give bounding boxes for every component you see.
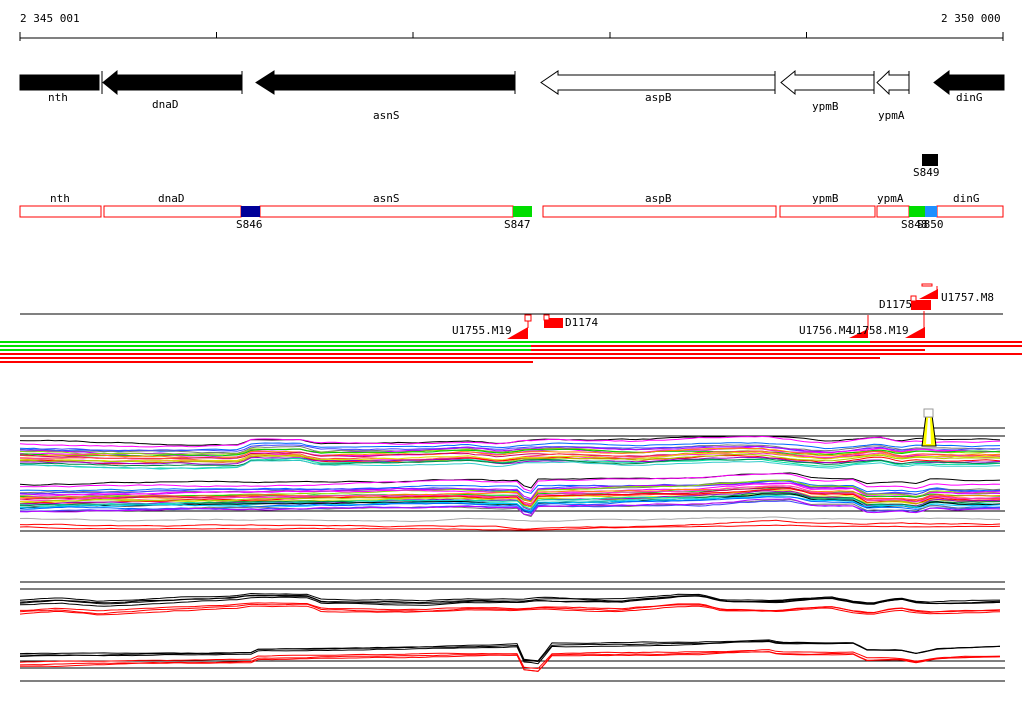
marker-label-U1758.M19: U1758.M19	[849, 324, 909, 337]
site-box-S846[interactable]	[241, 206, 260, 217]
aggregate-trace	[19, 595, 1001, 607]
marker-label-D1174: D1174	[565, 316, 599, 329]
marker-square	[543, 314, 550, 321]
gene-arrow-dinG[interactable]	[933, 69, 1005, 96]
segment-box-nth[interactable]	[19, 205, 102, 218]
segment-box-dnaD[interactable]	[103, 205, 242, 218]
expression-trace	[19, 493, 1001, 510]
aggregate-trace	[19, 603, 1001, 616]
ruler-start-label: 2 345 001	[20, 12, 80, 25]
segment-box-dinG[interactable]	[936, 205, 1004, 218]
marker-square	[524, 314, 532, 322]
expression-trace-single	[19, 524, 1001, 531]
expression-trace-single	[19, 519, 1001, 530]
marker-label-D1175: D1175	[879, 298, 913, 311]
site-label-S847: S847	[504, 218, 531, 231]
marker-flag-U1756.M4[interactable]	[849, 329, 868, 338]
expression-trace-single	[19, 516, 1001, 523]
expression-trace	[19, 458, 1001, 467]
spike-tower-inner	[926, 418, 931, 444]
segment-label-ypmB: ypmB	[812, 192, 839, 205]
expression-trace	[19, 492, 1001, 512]
marker-flag-D1175[interactable]	[911, 300, 931, 310]
gene-arrow-nth[interactable]	[19, 74, 100, 91]
gene-label-nth: nth	[48, 91, 68, 104]
ruler-end-label: 2 350 000	[941, 12, 1001, 25]
expression-trace	[19, 442, 1001, 452]
aggregate-trace	[19, 640, 1001, 663]
expression-trace	[19, 456, 1001, 465]
marker-label-U1756.M4: U1756.M4	[799, 324, 852, 337]
expression-trace	[19, 498, 1001, 516]
segment-box-asnS[interactable]	[259, 205, 514, 218]
gene-label-ypmB: ypmB	[812, 100, 839, 113]
marker-flag-U1755.M19[interactable]	[507, 327, 528, 339]
expression-trace	[19, 459, 1001, 470]
marker-label-U1755.M19: U1755.M19	[452, 324, 512, 337]
gene-label-asnS: asnS	[373, 109, 400, 122]
site-box-S847[interactable]	[513, 206, 532, 217]
marker-flag-D1174[interactable]	[544, 318, 563, 328]
gene-label-aspB: aspB	[645, 91, 672, 104]
marker-square	[921, 283, 933, 287]
marker-flag-U1758.M19[interactable]	[905, 327, 925, 338]
expression-trace	[19, 472, 1001, 489]
expression-trace	[19, 489, 1001, 508]
site-box-S849[interactable]	[922, 154, 938, 166]
marker-square	[910, 295, 917, 302]
expression-trace	[19, 485, 1001, 503]
segment-box-ypmA[interactable]	[876, 205, 910, 218]
expression-trace	[19, 453, 1001, 464]
segment-label-nth: nth	[50, 192, 70, 205]
site-label-S848: S848	[901, 218, 928, 231]
aggregate-trace	[19, 603, 1001, 615]
site-label-S846: S846	[236, 218, 263, 231]
aggregate-trace	[19, 649, 1001, 670]
site-box-S848[interactable]	[909, 206, 925, 217]
gene-arrow-asnS[interactable]	[255, 70, 516, 95]
gene-label-ypmA: ypmA	[878, 109, 905, 122]
gene-label-dnaD: dnaD	[152, 98, 179, 111]
gene-arrow-dnaD[interactable]	[102, 69, 243, 96]
expression-trace	[20, 473, 1001, 492]
gene-arrow-ypmA[interactable]	[876, 69, 910, 96]
site-box-S850[interactable]	[925, 206, 937, 217]
expression-trace	[19, 435, 1001, 448]
segment-label-aspB: aspB	[645, 192, 672, 205]
gene-arrow-ypmB[interactable]	[780, 69, 875, 96]
segment-box-ypmB[interactable]	[779, 205, 876, 218]
segment-label-dinG: dinG	[953, 192, 980, 205]
site-label-S849: S849	[913, 166, 940, 179]
site-label-S850: S850	[917, 218, 944, 231]
segment-box-aspB[interactable]	[542, 205, 777, 218]
segment-label-asnS: asnS	[373, 192, 400, 205]
segment-label-ypmA: ypmA	[877, 192, 904, 205]
expression-trace	[19, 444, 1001, 454]
spike-cap	[923, 408, 934, 418]
marker-label-U1757.M8: U1757.M8	[941, 291, 994, 304]
gene-label-dinG: dinG	[956, 91, 983, 104]
expression-trace	[19, 451, 1001, 462]
expression-trace	[19, 447, 1001, 459]
segment-label-dnaD: dnaD	[158, 192, 185, 205]
aggregate-trace	[20, 651, 1001, 672]
expression-trace	[19, 479, 1001, 494]
expression-trace	[19, 448, 1001, 457]
expression-trace	[19, 496, 1001, 512]
marker-flag-U1757.M8[interactable]	[919, 289, 938, 299]
